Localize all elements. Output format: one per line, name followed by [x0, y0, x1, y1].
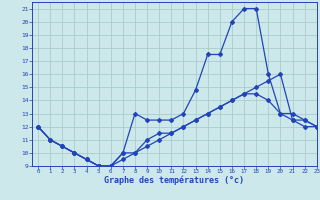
X-axis label: Graphe des températures (°c): Graphe des températures (°c) — [104, 176, 244, 185]
